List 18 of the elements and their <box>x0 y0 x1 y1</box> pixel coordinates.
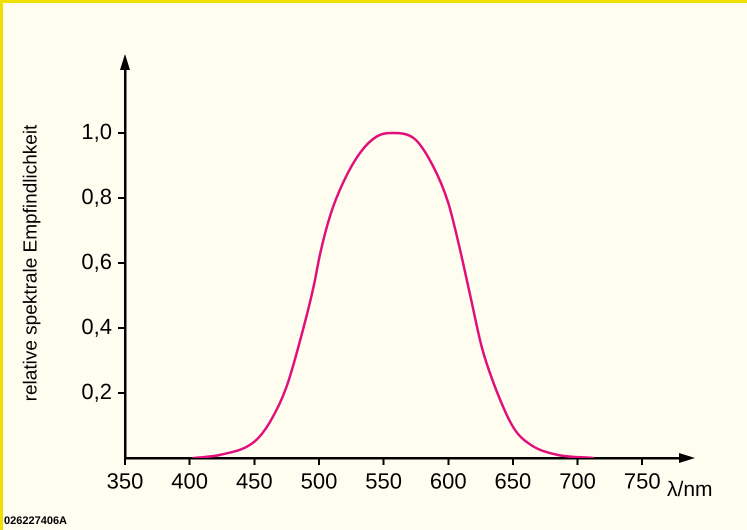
text: 026227406A <box>4 515 68 527</box>
line-series <box>192 132 594 458</box>
x-tick-label: 550 <box>365 468 402 494</box>
x-tick-label: 500 <box>300 468 338 494</box>
x-tick-label: 650 <box>494 468 532 494</box>
x-tick-label: 700 <box>559 468 596 494</box>
y-axis-title: relative spektrale Empfindlichkeit <box>20 124 42 402</box>
x-tick-label: 400 <box>171 468 208 494</box>
y-tick-label: 0,2 <box>81 379 112 404</box>
x-tick-label: 350 <box>106 468 144 494</box>
x-axis-title: λ/nm <box>667 478 713 501</box>
x-tick-label: 600 <box>430 468 467 494</box>
y-tick-label: 0,4 <box>81 314 112 340</box>
y-tick-label: 0,8 <box>81 184 112 210</box>
y-tick-label: 1,0 <box>81 119 112 144</box>
x-tick-label: 450 <box>236 468 273 494</box>
y-tick-label: 0,6 <box>81 249 112 274</box>
x-tick-label: 750 <box>624 468 661 494</box>
